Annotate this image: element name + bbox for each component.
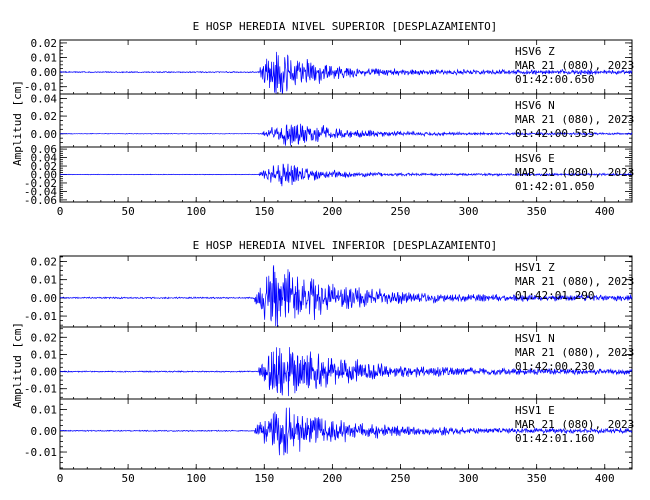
station-label: HSV1 Z bbox=[515, 261, 555, 274]
time-label: 01:42:00.555 bbox=[515, 127, 594, 140]
y-tick-label: 0.00 bbox=[31, 425, 58, 438]
time-label: 01:42:01.160 bbox=[515, 432, 594, 445]
x-tick-label: 350 bbox=[527, 205, 547, 218]
station-label: HSV6 N bbox=[515, 99, 555, 112]
x-tick-label: 350 bbox=[527, 472, 547, 485]
y-tick-label: 0.02 bbox=[31, 255, 58, 268]
x-tick-label: 50 bbox=[121, 472, 134, 485]
y-tick-label: 0.00 bbox=[31, 366, 58, 379]
x-tick-label: 0 bbox=[57, 472, 64, 485]
y-tick-label: 0.01 bbox=[31, 274, 58, 287]
x-tick-label: 100 bbox=[186, 205, 206, 218]
top-group-title: E HOSP HEREDIA NIVEL SUPERIOR [DESPLAZAM… bbox=[193, 20, 498, 33]
y-tick-label: 0.02 bbox=[31, 331, 58, 344]
y-tick-label: 0.02 bbox=[31, 37, 58, 50]
station-label: HSV6 Z bbox=[515, 45, 555, 58]
top-group-ylabel: Amplitud [cm] bbox=[11, 80, 24, 166]
series-line-hsv6-e bbox=[60, 163, 633, 187]
series-line-hsv1-n bbox=[59, 347, 633, 397]
x-tick-label: 300 bbox=[459, 472, 479, 485]
y-tick-label: -0.04 bbox=[24, 185, 57, 198]
x-tick-label: 400 bbox=[595, 472, 615, 485]
station-label: HSV1 E bbox=[515, 404, 555, 417]
x-tick-label: 250 bbox=[391, 472, 411, 485]
series-line-hsv6-z bbox=[59, 51, 633, 95]
y-tick-label: -0.06 bbox=[24, 194, 57, 207]
x-tick-label: 200 bbox=[322, 472, 342, 485]
y-tick-label: -0.02 bbox=[24, 177, 57, 190]
y-tick-label: 0.04 bbox=[31, 152, 58, 165]
x-tick-label: 400 bbox=[595, 205, 615, 218]
series-line-hsv6-n bbox=[59, 123, 633, 146]
bottom-group-ylabel: Amplitud [cm] bbox=[11, 322, 24, 408]
date-label: MAR 21 (080), 2023 bbox=[515, 166, 634, 179]
y-tick-label: -0.01 bbox=[24, 81, 57, 94]
x-tick-label: 200 bbox=[322, 205, 342, 218]
date-label: MAR 21 (080), 2023 bbox=[515, 346, 634, 359]
x-tick-label: 0 bbox=[57, 205, 64, 218]
x-tick-label: 150 bbox=[254, 472, 274, 485]
date-label: MAR 21 (080), 2023 bbox=[515, 418, 634, 431]
y-tick-label: 0.00 bbox=[31, 169, 58, 182]
x-tick-label: 100 bbox=[186, 472, 206, 485]
y-tick-label: 0.00 bbox=[31, 292, 58, 305]
y-tick-label: 0.00 bbox=[31, 66, 58, 79]
y-tick-label: 0.02 bbox=[31, 110, 58, 123]
x-tick-label: 50 bbox=[121, 205, 134, 218]
station-label: HSV1 N bbox=[515, 332, 555, 345]
y-tick-label: -0.01 bbox=[24, 383, 57, 396]
time-label: 01:42:01.290 bbox=[515, 289, 594, 302]
y-tick-label: 0.01 bbox=[31, 348, 58, 361]
y-tick-label: 0.06 bbox=[31, 143, 58, 156]
x-tick-label: 150 bbox=[254, 205, 274, 218]
y-tick-label: 0.01 bbox=[31, 404, 58, 417]
time-label: 01:42:01.050 bbox=[515, 180, 594, 193]
time-label: 01:42:00.650 bbox=[515, 73, 594, 86]
y-tick-label: -0.01 bbox=[24, 310, 57, 323]
date-label: MAR 21 (080), 2023 bbox=[515, 59, 634, 72]
bottom-group-title: E HOSP HEREDIA NIVEL INFERIOR [DESPLAZAM… bbox=[193, 239, 498, 252]
y-tick-label: 0.00 bbox=[31, 128, 58, 141]
date-label: MAR 21 (080), 2023 bbox=[515, 113, 634, 126]
y-tick-label: 0.01 bbox=[31, 52, 58, 65]
series-line-hsv1-e bbox=[59, 407, 633, 456]
x-tick-label: 250 bbox=[391, 205, 411, 218]
x-tick-label: 300 bbox=[459, 205, 479, 218]
date-label: MAR 21 (080), 2023 bbox=[515, 275, 634, 288]
series-line-hsv1-z bbox=[59, 265, 633, 328]
y-tick-label: 0.04 bbox=[31, 92, 58, 105]
y-tick-label: -0.01 bbox=[24, 446, 57, 459]
station-label: HSV6 E bbox=[515, 152, 555, 165]
time-label: 01:42:00.230 bbox=[515, 360, 594, 373]
y-tick-label: 0.02 bbox=[31, 160, 58, 173]
